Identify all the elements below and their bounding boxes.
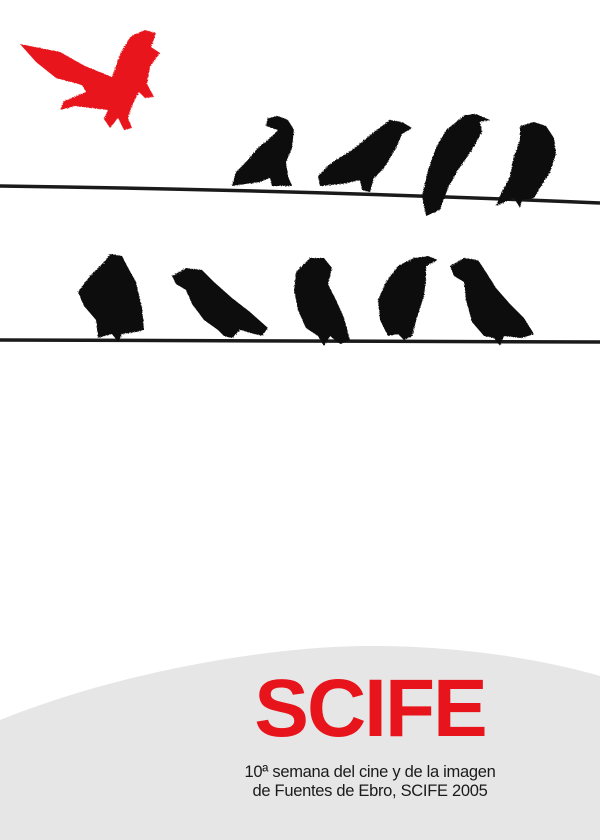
subtitle-line-2: de Fuentes de Ebro, SCIFE 2005	[252, 782, 488, 800]
black-crow-icon	[78, 254, 534, 346]
red-crow-icon	[20, 30, 160, 130]
bottom-wire	[0, 338, 600, 344]
subtitle-line-1: 10ª semana del cine y de la imagen	[244, 763, 496, 781]
black-crow-icon	[232, 114, 556, 216]
festival-title: SCIFE	[254, 663, 487, 754]
